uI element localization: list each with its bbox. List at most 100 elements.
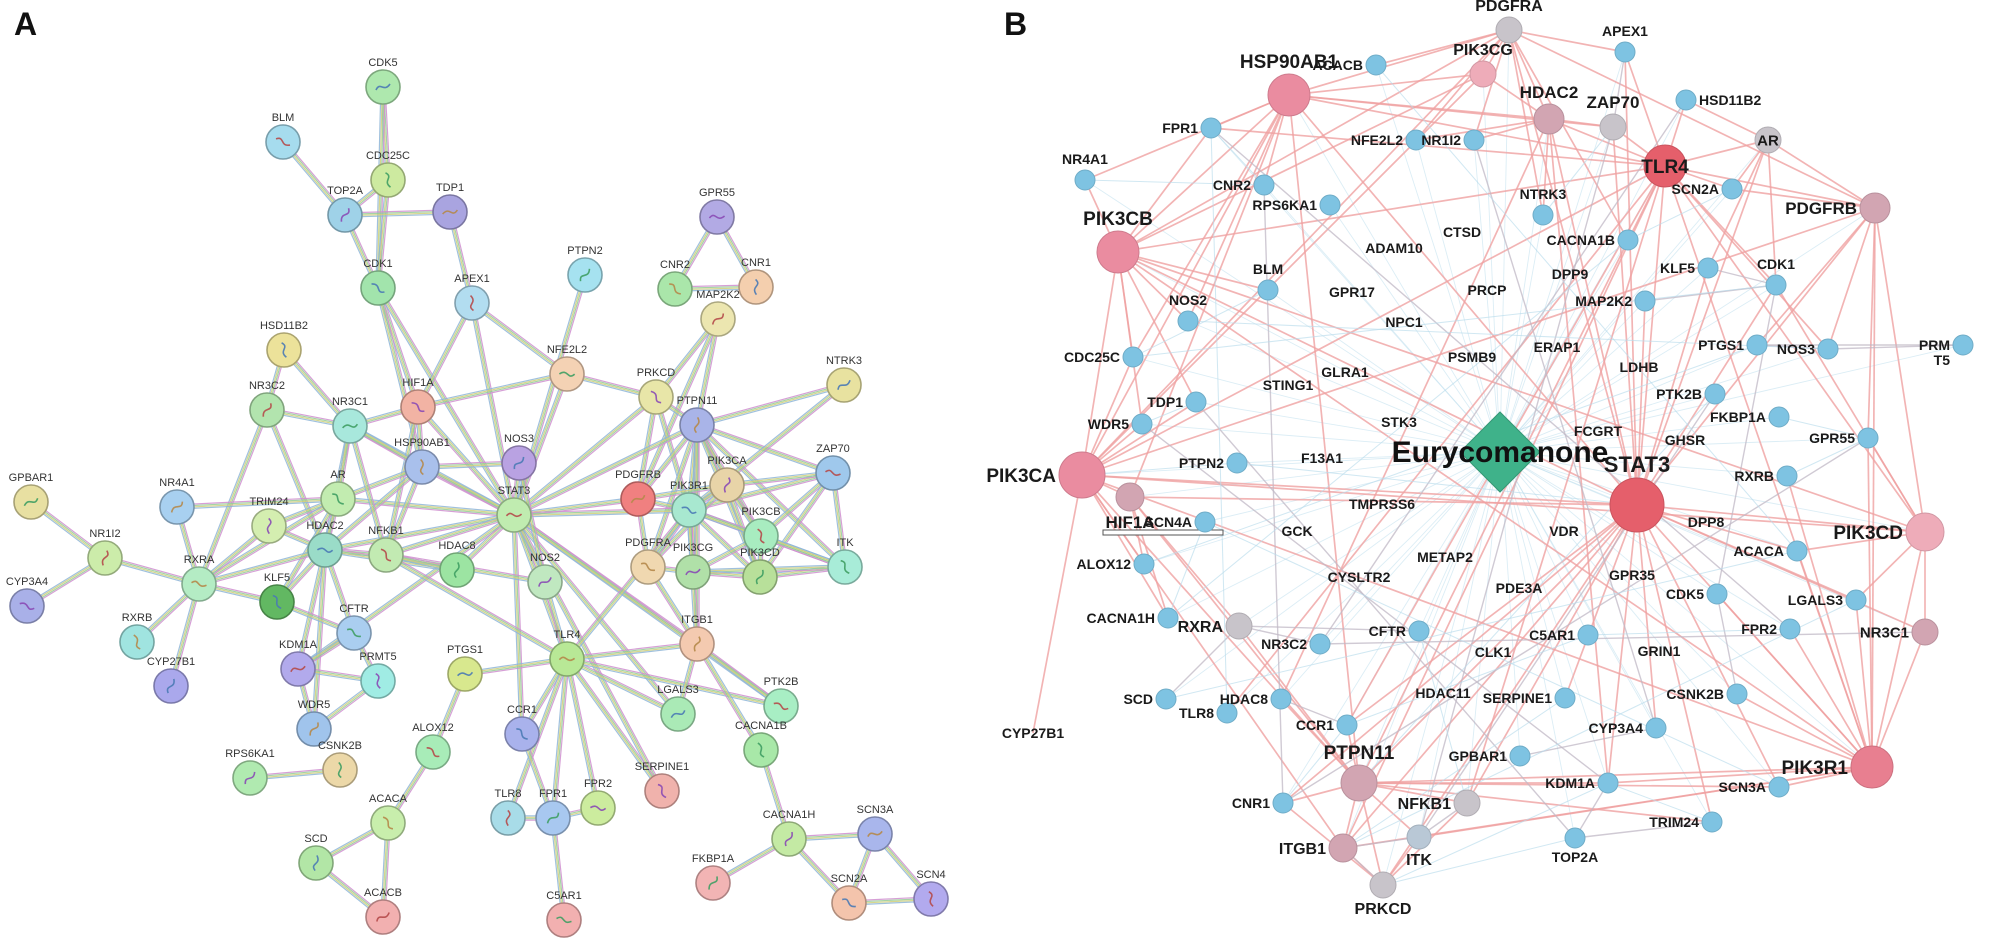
a-node-NFKB1[interactable]: NFKB1 [368, 525, 404, 573]
a-node-CDC25C[interactable]: CDC25C [366, 150, 410, 198]
b-node-TLR4[interactable]: TLR4 [1641, 144, 1689, 188]
a-node-LGALS3[interactable]: LGALS3 [657, 684, 699, 732]
b-node-C5AR1[interactable]: C5AR1 [1529, 624, 1599, 646]
a-node-TRIM24[interactable]: TRIM24 [249, 496, 289, 544]
b-node-ITK[interactable]: ITK [1406, 824, 1432, 869]
a-node-PTPN2[interactable]: PTPN2 [567, 245, 603, 293]
a-node-PDGFRA[interactable]: PDGFRA [625, 537, 672, 585]
a-node-PIK3CB[interactable]: PIK3CB [741, 506, 781, 554]
b-node-PIK3CA[interactable]: PIK3CA [986, 451, 1106, 499]
a-node-KDM1A[interactable]: KDM1A [279, 639, 318, 687]
b-node-FPR2[interactable]: FPR2 [1741, 618, 1801, 640]
a-node-PDGFRB[interactable]: PDGFRB [615, 469, 661, 517]
a-node-CSNK2B[interactable]: CSNK2B [318, 740, 362, 788]
b-node-CCR1[interactable]: CCR1 [1296, 714, 1358, 736]
a-node-CDK1[interactable]: CDK1 [360, 258, 396, 306]
a-node-AR[interactable]: AR [320, 469, 356, 517]
b-node-CYP3A4[interactable]: CYP3A4 [1589, 717, 1667, 739]
b-node-NR1I2[interactable]: NR1I2 [1421, 129, 1485, 151]
a-node-TLR8[interactable]: TLR8 [490, 788, 526, 836]
a-node-NFE2L2[interactable]: NFE2L2 [547, 344, 587, 392]
b-node-ZAP70[interactable]: ZAP70 [1587, 93, 1640, 141]
a-node-CNR1[interactable]: CNR1 [738, 257, 774, 305]
b-node-PRMT5[interactable]: PRM T5 [1919, 334, 1974, 368]
a-node-WDR5[interactable]: WDR5 [296, 699, 332, 747]
b-node-HSD11B2[interactable]: HSD11B2 [1675, 89, 1761, 111]
b-node-AR[interactable]: AR [1754, 126, 1782, 154]
b-node-SCN2A[interactable]: SCN2A [1672, 178, 1743, 200]
a-node-CACNA1H[interactable]: CACNA1H [763, 809, 816, 857]
b-node-MAP2K2[interactable]: MAP2K2 [1575, 290, 1656, 312]
a-node-PRMT5[interactable]: PRMT5 [359, 651, 397, 699]
b-node-CACNA1H[interactable]: CACNA1H [1087, 607, 1179, 629]
b-node-TRIM24[interactable]: TRIM24 [1649, 811, 1723, 833]
a-node-CFTR[interactable]: CFTR [336, 603, 372, 651]
b-node-NR4A1[interactable]: NR4A1 [1062, 151, 1108, 191]
a-node-HSP90AB1[interactable]: HSP90AB1 [394, 437, 450, 485]
a-node-RPS6KA1[interactable]: RPS6KA1 [225, 748, 275, 796]
a-node-FPR2[interactable]: FPR2 [580, 778, 616, 826]
b-node-NR3C1[interactable]: NR3C1 [1860, 618, 1939, 646]
b-node-NFE2L2[interactable]: NFE2L2 [1351, 129, 1427, 151]
a-node-BLM[interactable]: BLM [265, 112, 301, 160]
a-node-PRKCD[interactable]: PRKCD [637, 367, 676, 415]
b-node-ACACA[interactable]: ACACA [1733, 540, 1808, 562]
b-node-PIK3CG[interactable]: PIK3CG [1453, 42, 1513, 88]
b-node-KDM1A[interactable]: KDM1A [1545, 772, 1619, 794]
b-node-TLR8[interactable]: TLR8 [1179, 702, 1238, 724]
a-node-SERPINE1[interactable]: SERPINE1 [635, 761, 689, 809]
a-node-CNR2[interactable]: CNR2 [657, 259, 693, 307]
b-node-ITGB1[interactable]: ITGB1 [1279, 833, 1358, 863]
a-node-HSD11B2[interactable]: HSD11B2 [260, 320, 308, 368]
b-node-SCD[interactable]: SCD [1123, 688, 1177, 710]
a-node-RXRA[interactable]: RXRA [181, 554, 217, 602]
b-node-CACNA1B[interactable]: CACNA1B [1547, 229, 1639, 251]
b-node-CDC25C[interactable]: CDC25C [1064, 346, 1144, 368]
b-node-NOS3[interactable]: NOS3 [1777, 338, 1839, 360]
b-node-HDAC8[interactable]: HDAC8 [1220, 688, 1292, 710]
a-node-TLR4[interactable]: TLR4 [549, 629, 585, 677]
a-node-PIK3R1[interactable]: PIK3R1 [670, 480, 708, 528]
a-node-CACNA1B[interactable]: CACNA1B [735, 720, 787, 768]
b-node-eurycomanone[interactable]: Eurycomanone [1392, 411, 1609, 493]
a-node-PIK3CA[interactable]: PIK3CA [707, 455, 747, 503]
b-node-SCN3A[interactable]: SCN3A [1719, 776, 1790, 798]
b-node-WDR5[interactable]: WDR5 [1088, 413, 1153, 435]
b-node-BLM[interactable]: BLM [1253, 261, 1283, 301]
b-node-RPS6KA1[interactable]: RPS6KA1 [1252, 194, 1341, 216]
a-node-FPR1[interactable]: FPR1 [535, 788, 571, 836]
b-node-CNR2[interactable]: CNR2 [1213, 174, 1275, 196]
b-node-APEX1[interactable]: APEX1 [1602, 23, 1648, 63]
b-node-PTPN2[interactable]: PTPN2 [1179, 452, 1248, 474]
a-node-HDAC8[interactable]: HDAC8 [438, 540, 476, 588]
b-node-PRKCD[interactable]: PRKCD [1355, 871, 1412, 918]
a-node-NOS3[interactable]: NOS3 [501, 433, 537, 481]
a-node-NTRK3[interactable]: NTRK3 [826, 355, 862, 403]
b-node-NFKB1[interactable]: NFKB1 [1398, 789, 1481, 817]
b-node-PTGS1[interactable]: PTGS1 [1698, 334, 1768, 356]
a-node-ITGB1[interactable]: ITGB1 [679, 614, 715, 662]
a-node-PTPN11[interactable]: PTPN11 [677, 395, 718, 443]
b-node-HIF1A[interactable]: HIF1A [1105, 482, 1155, 532]
b-node-FPR1[interactable]: FPR1 [1162, 117, 1222, 139]
b-node-CDK1[interactable]: CDK1 [1757, 256, 1795, 296]
a-node-NR3C2[interactable]: NR3C2 [249, 380, 285, 428]
b-node-ALOX12[interactable]: ALOX12 [1077, 553, 1155, 575]
b-node-GPR55[interactable]: GPR55 [1809, 427, 1879, 449]
a-node-GPBAR1[interactable]: GPBAR1 [9, 472, 54, 520]
b-node-PDGFRA[interactable]: PDGFRA [1475, 0, 1543, 44]
b-node-RXRA[interactable]: RXRA [1178, 612, 1253, 640]
b-node-CNR1[interactable]: CNR1 [1232, 792, 1294, 814]
b-node-ACACB[interactable]: ACACB [1312, 54, 1387, 76]
a-node-HIF1A[interactable]: HIF1A [400, 377, 436, 425]
b-node-SERPINE1[interactable]: SERPINE1 [1483, 687, 1576, 709]
a-node-FKBP1A[interactable]: FKBP1A [692, 853, 735, 901]
a-node-NR3C1[interactable]: NR3C1 [332, 396, 368, 444]
a-node-C5AR1[interactable]: C5AR1 [546, 890, 582, 938]
a-node-APEX1[interactable]: APEX1 [454, 273, 490, 321]
a-node-CCR1[interactable]: CCR1 [504, 704, 540, 752]
b-node-PTK2B[interactable]: PTK2B [1656, 383, 1726, 405]
a-node-PIK3CG[interactable]: PIK3CG [673, 542, 713, 590]
a-node-PTK2B[interactable]: PTK2B [763, 676, 799, 724]
b-node-CDK5[interactable]: CDK5 [1666, 583, 1728, 605]
